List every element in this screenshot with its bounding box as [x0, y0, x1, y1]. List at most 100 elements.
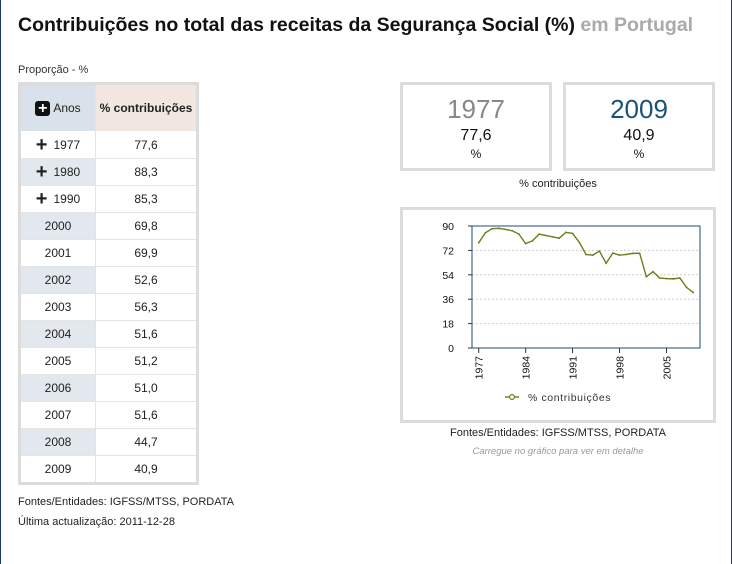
chart-source: Fontes/Entidades: IGFSS/MTSS, PORDATA [450, 427, 666, 439]
data-point [564, 231, 567, 234]
year-label: 2003 [44, 300, 72, 314]
data-point [497, 227, 500, 230]
data-point [611, 252, 614, 255]
value-cell: 51,0 [134, 381, 158, 395]
data-point [672, 277, 675, 280]
value-cell: 51,2 [134, 354, 158, 368]
year-label: 2008 [44, 435, 72, 449]
card-year: 2009 [610, 94, 668, 124]
card-year: 1977 [447, 94, 505, 124]
data-point [551, 235, 554, 238]
value-cell: 56,3 [134, 300, 158, 314]
data-point [531, 240, 534, 242]
data-point [511, 229, 514, 232]
data-point [558, 237, 561, 240]
card-unit: % [470, 147, 482, 161]
y-tick-label: 0 [448, 343, 454, 355]
table-row: 2005 51,2 [21, 347, 196, 374]
year-label: 2006 [44, 381, 72, 395]
year-cell[interactable]: +1990 [21, 186, 96, 212]
summary-card-start: 1977 77,6 % [400, 82, 552, 171]
title-location: em Portugal [580, 14, 694, 36]
table-row[interactable]: +1980 88,3 [21, 158, 196, 185]
year-label: 1980 [53, 165, 81, 179]
value-cell: 44,7 [134, 435, 158, 449]
data-point [484, 231, 487, 234]
table-row[interactable]: +1977 77,6 [21, 131, 196, 158]
table-header: + Anos % contribuições [21, 85, 196, 131]
year-cell: 2002 [21, 267, 96, 293]
card-value: 77,6 [460, 127, 492, 144]
x-tick-label: 1984 [521, 356, 533, 380]
year-label: 1977 [53, 137, 81, 152]
year-cell: 2004 [21, 321, 96, 347]
y-tick-label: 36 [442, 294, 454, 306]
year-cell[interactable]: +1980 [21, 159, 96, 185]
data-point [678, 277, 681, 279]
expand-all-icon[interactable]: + [35, 100, 51, 116]
table-row: 2009 40,9 [21, 455, 196, 482]
data-point [625, 253, 628, 256]
expand-icon[interactable]: + [35, 161, 48, 183]
data-point [585, 253, 587, 256]
chart-svg[interactable]: 0 18 36 54 72 90 1977 1984 1991 1998 2005 % contrib… [403, 210, 713, 420]
data-point [477, 241, 480, 244]
data-point [591, 254, 594, 257]
value-cell: 69,8 [134, 219, 158, 233]
x-tick-label: 1977 [474, 356, 486, 380]
year-label: 2001 [44, 246, 72, 260]
legend-marker [508, 394, 515, 401]
expand-icon[interactable]: + [35, 133, 48, 156]
table-row: 2001 69,9 [21, 239, 196, 266]
year-label: 2000 [44, 219, 72, 233]
value-cell: 40,9 [134, 462, 158, 476]
year-cell: 2003 [21, 294, 96, 320]
data-point [692, 291, 695, 294]
data-point [524, 242, 527, 245]
plot-area [471, 225, 701, 349]
x-tick-label: 1998 [615, 356, 627, 380]
value-cell: 85,3 [134, 192, 158, 206]
data-point [665, 277, 668, 280]
value-cell: 51,6 [134, 408, 158, 422]
year-cell: 2007 [21, 402, 96, 428]
year-cell: 2001 [21, 240, 96, 266]
cards-caption: % contribuições [519, 178, 597, 190]
line-chart[interactable]: 0 18 36 54 72 90 1977 1984 1991 1998 2005 % contrib… [400, 207, 716, 423]
value-header: % contribuições [96, 85, 196, 131]
data-point [618, 254, 621, 257]
data-point [578, 241, 581, 244]
summary-card-end: 2009 40,9 % [563, 82, 715, 171]
chart-hint: Carregue no gráfico para ver em detalhe [472, 446, 644, 457]
table-row: 2006 51,0 [21, 374, 196, 401]
value-cell: 88,3 [134, 165, 158, 179]
x-tick-label: 1991 [568, 356, 580, 380]
table-row: 2003 56,3 [21, 293, 196, 320]
data-point [544, 234, 547, 237]
series-line [478, 227, 694, 294]
x-tick-label: 2005 [661, 356, 673, 380]
years-header-label: Anos [53, 101, 81, 115]
data-point [638, 252, 641, 255]
data-point [605, 262, 608, 265]
data-point [658, 277, 661, 279]
data-table: + Anos % contribuições +1977 77,6 +1980 88,3… [18, 82, 199, 485]
y-tick-label: 90 [442, 221, 454, 233]
year-cell[interactable]: +1977 [21, 131, 96, 158]
data-point [598, 250, 601, 252]
data-point [632, 252, 634, 255]
data-point [571, 232, 574, 235]
table-row: 2000 69,8 [21, 212, 196, 239]
table-row: 2004 51,6 [21, 320, 196, 347]
year-label: 2004 [44, 327, 72, 341]
years-header[interactable]: + Anos [21, 85, 96, 131]
card-value: 40,9 [623, 127, 655, 144]
value-cell: 51,6 [134, 327, 158, 341]
table-row[interactable]: +1990 85,3 [21, 185, 196, 212]
expand-icon[interactable]: + [35, 188, 48, 210]
y-tick-label: 18 [442, 319, 454, 331]
unit-label: Proporção - % [18, 64, 89, 76]
year-label: 1990 [53, 192, 81, 206]
year-cell: 2008 [21, 429, 96, 455]
legend-label: % contribuições [528, 392, 611, 404]
